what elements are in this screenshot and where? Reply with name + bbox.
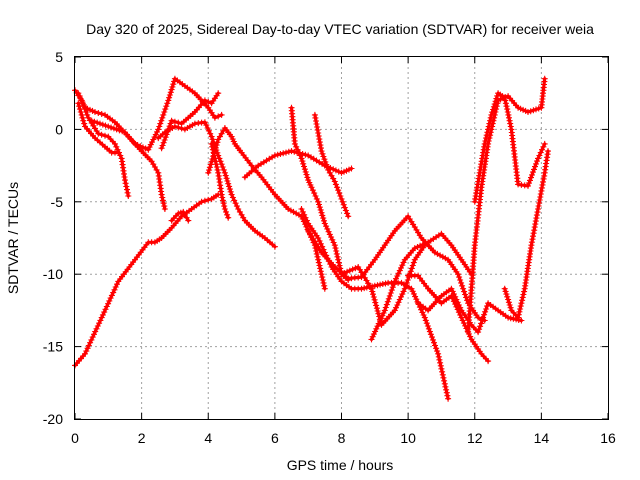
x-tick-label: 4 [204, 430, 212, 446]
x-axis-label: GPS time / hours [287, 457, 394, 473]
series-path [73, 193, 220, 367]
series-plus-markers [208, 140, 232, 221]
series-track-2 [75, 90, 168, 212]
series-track-19 [415, 285, 525, 336]
series-plus-markers [405, 272, 492, 365]
series-plus-markers [501, 148, 551, 321]
series-track-10 [208, 140, 232, 221]
series-track-5 [168, 208, 192, 224]
series-plus-markers [72, 191, 222, 369]
series-plus-markers [155, 119, 278, 250]
ticks-layer: 0 2 4 6 8 10 12 14 16 5 0 -5 -10 -15 -20 [43, 49, 616, 446]
y-tick-label: 0 [55, 121, 63, 137]
series-track-3 [75, 100, 122, 156]
y-tick-label: -15 [43, 339, 63, 355]
series-track-6 [88, 75, 225, 153]
y-tick-label: -20 [43, 411, 63, 427]
y-tick-label: -10 [43, 266, 63, 282]
plot-frame [74, 56, 609, 420]
x-tick-label: 10 [400, 430, 416, 446]
series-plus-markers [75, 90, 168, 212]
series-plus-markers [288, 104, 352, 283]
y-tick-label: -5 [51, 194, 64, 210]
series-track-17 [368, 230, 475, 343]
series-plus-markers [368, 230, 475, 343]
series-plus-markers [88, 75, 225, 153]
series-plus-markers [168, 208, 192, 224]
series-track-18 [405, 272, 492, 365]
series-track-12 [288, 104, 352, 283]
x-tick-label: 8 [338, 430, 346, 446]
series-track-8 [155, 119, 278, 250]
x-tick-label: 14 [534, 430, 550, 446]
x-tick-label: 12 [467, 430, 483, 446]
series-plus-markers [75, 100, 122, 156]
series-plus-markers [311, 111, 352, 220]
series-track-4 [72, 191, 222, 369]
x-tick-label: 2 [138, 430, 146, 446]
series-plus-markers [471, 90, 548, 205]
y-axis-label: SDTVAR / TECUs [5, 182, 21, 294]
series-track-13 [311, 111, 352, 220]
x-tick-label: 6 [271, 430, 279, 446]
series-plus-markers [415, 285, 525, 336]
series-track-22 [501, 148, 551, 321]
series-track-21 [471, 90, 548, 205]
x-tick-label: 0 [71, 430, 79, 446]
y-tick-label: 5 [55, 49, 63, 65]
chart-title: Day 320 of 2025, Sidereal Day-to-day VTE… [86, 21, 594, 37]
series-plus-markers [305, 213, 488, 324]
x-tick-label: 16 [600, 430, 616, 446]
series-layer [72, 75, 551, 402]
series-plus-markers [465, 75, 548, 336]
